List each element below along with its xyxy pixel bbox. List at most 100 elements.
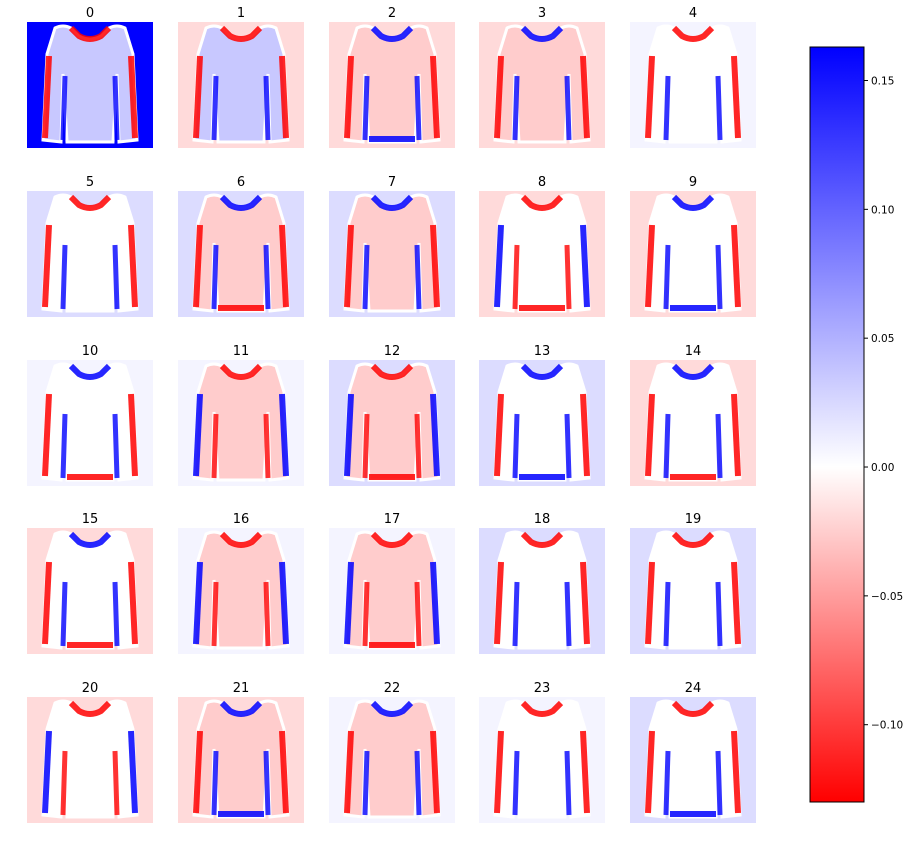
collar-edge — [68, 363, 112, 380]
left-body-edge — [211, 750, 219, 816]
left-body-edge — [663, 75, 671, 141]
hem-edge — [519, 474, 565, 480]
right-sleeve-edge — [279, 393, 289, 477]
hem-edge — [670, 305, 716, 311]
hem-edge — [369, 642, 415, 648]
hem-edge — [369, 474, 415, 480]
panel-title: 11 — [233, 344, 250, 359]
garment-body — [192, 362, 290, 482]
right-sleeve-edge — [580, 55, 590, 139]
hem-edge — [67, 474, 113, 480]
right-body-edge — [564, 750, 572, 816]
panel-title: 21 — [233, 681, 250, 696]
left-sleeve-edge — [42, 55, 52, 139]
left-body-edge — [663, 750, 671, 816]
right-sleeve-edge — [128, 561, 138, 645]
left-body-edge — [663, 244, 671, 310]
left-body-edge — [663, 581, 671, 647]
left-body-edge — [362, 75, 370, 141]
garment-body — [343, 530, 441, 650]
collar-edge — [671, 700, 715, 717]
left-body-edge — [211, 413, 219, 479]
panel — [630, 360, 756, 486]
right-sleeve-edge — [580, 393, 590, 477]
right-sleeve-edge — [580, 224, 590, 308]
left-sleeve-edge — [193, 561, 203, 645]
collar-edge — [68, 531, 112, 548]
left-sleeve-edge — [645, 730, 655, 814]
garment-body — [41, 699, 139, 819]
collar-edge — [219, 531, 263, 548]
panel — [479, 360, 605, 486]
left-body-edge — [60, 244, 68, 310]
right-sleeve-edge — [731, 561, 741, 645]
panel-title: 10 — [82, 344, 99, 359]
panel — [630, 22, 756, 148]
panel-title: 8 — [538, 175, 546, 190]
garment-body — [192, 24, 290, 144]
garment-body — [644, 699, 742, 819]
right-body-edge — [414, 750, 422, 816]
collar-edge — [671, 194, 715, 211]
panel-title: 14 — [685, 344, 702, 359]
left-body-edge — [60, 750, 68, 816]
panel — [27, 360, 153, 486]
panel — [329, 22, 455, 148]
colorbar-tick-label: −0.10 — [871, 720, 903, 732]
panel-title: 7 — [388, 175, 396, 190]
left-body-edge — [211, 244, 219, 310]
panel — [27, 22, 153, 148]
panel — [630, 528, 756, 654]
garment-body — [41, 193, 139, 313]
hem-edge — [218, 305, 264, 311]
right-sleeve-edge — [128, 393, 138, 477]
colorbar-tick-label: 0.10 — [871, 204, 894, 216]
left-body-edge — [362, 413, 370, 479]
hem-edge — [67, 642, 113, 648]
collar-edge — [520, 25, 564, 42]
colorbar-tick-label: −0.05 — [871, 591, 903, 603]
panel — [329, 360, 455, 486]
right-body-edge — [564, 75, 572, 141]
left-sleeve-edge — [344, 561, 354, 645]
right-body-edge — [112, 244, 120, 310]
left-body-edge — [60, 75, 68, 141]
left-sleeve-edge — [193, 224, 203, 308]
garment-body — [192, 699, 290, 819]
right-body-edge — [414, 244, 422, 310]
garment-body — [192, 193, 290, 313]
panel — [479, 697, 605, 823]
panel-title: 2 — [388, 6, 396, 21]
right-body-edge — [715, 244, 723, 310]
left-body-edge — [663, 413, 671, 479]
collar-edge — [219, 700, 263, 717]
panel — [27, 697, 153, 823]
panel — [27, 191, 153, 317]
garment-body — [41, 530, 139, 650]
panel-title: 13 — [534, 344, 551, 359]
garment-body — [343, 193, 441, 313]
colorbar: 0.15 0.10 0.05 0.00 −0.05 −0.10 — [809, 46, 903, 803]
panel — [630, 697, 756, 823]
garment-body — [343, 24, 441, 144]
collar-edge — [520, 700, 564, 717]
right-body-edge — [715, 75, 723, 141]
panel-title: 0 — [86, 6, 94, 21]
garment-body — [644, 24, 742, 144]
right-body-edge — [112, 750, 120, 816]
garment-body — [343, 699, 441, 819]
left-body-edge — [512, 75, 520, 141]
garment-body — [493, 193, 591, 313]
colorbar-tick-label: 0.05 — [871, 333, 894, 345]
left-sleeve-edge — [344, 224, 354, 308]
right-body-edge — [263, 244, 271, 310]
garment-body — [644, 530, 742, 650]
right-sleeve-edge — [279, 730, 289, 814]
right-sleeve-edge — [731, 224, 741, 308]
panel-title: 16 — [233, 512, 250, 527]
left-sleeve-edge — [645, 561, 655, 645]
right-body-edge — [414, 75, 422, 141]
left-sleeve-edge — [344, 55, 354, 139]
panel-title: 15 — [82, 512, 99, 527]
